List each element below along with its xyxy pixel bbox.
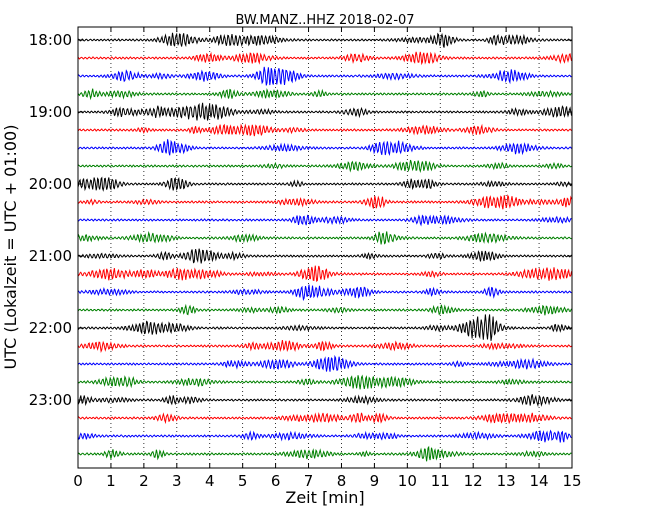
x-tick-label: 3: [172, 472, 182, 490]
seismic-trace: [77, 394, 572, 408]
y-axis-label: UTC (Lokalzeit = UTC + 01:00): [1, 125, 20, 370]
x-tick-label: 8: [337, 472, 347, 490]
seismic-trace: [77, 340, 572, 353]
seismic-trace: [77, 51, 572, 66]
chart-title: BW.MANZ..HHZ 2018-02-07: [235, 13, 414, 28]
seismic-trace: [77, 411, 572, 425]
vertical-grid: [110, 27, 540, 468]
seismic-trace: [77, 303, 572, 316]
seismic-trace: [77, 445, 572, 462]
x-tick-label: 11: [431, 472, 450, 490]
x-axis-label: Zeit [min]: [285, 488, 364, 507]
y-tick-label: 20:00: [29, 175, 72, 193]
x-tick-label: 15: [562, 472, 581, 490]
seismic-trace: [77, 230, 572, 245]
x-axis: 0 1 2 3 4 5 6 7 8 9 10 11 12 13 14 15: [73, 27, 582, 490]
x-tick-label: 6: [271, 472, 281, 490]
y-axis: 18:00 19:00 20:00 21:00 22:00 23:00: [29, 31, 572, 409]
seismic-trace: [77, 354, 572, 372]
x-tick-label: 0: [73, 472, 83, 490]
seismic-trace: [77, 374, 572, 390]
seismic-trace: [77, 248, 572, 264]
y-tick-label: 23:00: [29, 391, 72, 409]
seismic-trace: [77, 102, 572, 121]
trace-group: [77, 32, 572, 462]
seismic-trace: [77, 214, 572, 227]
x-tick-label: 10: [398, 472, 417, 490]
y-tick-label: 19:00: [29, 103, 72, 121]
seismic-trace: [77, 314, 572, 341]
y-tick-label: 21:00: [29, 247, 72, 265]
seismic-trace: [77, 123, 572, 137]
plot-frame: [77, 26, 573, 469]
x-tick-label: 13: [497, 472, 516, 490]
seismic-trace: [77, 429, 572, 443]
x-tick-label: 2: [139, 472, 149, 490]
seismic-trace: [77, 176, 572, 192]
x-tick-label: 1: [106, 472, 116, 490]
seismic-trace: [77, 159, 572, 173]
y-tick-label: 18:00: [29, 31, 72, 49]
seismic-trace: [77, 88, 572, 101]
seismic-trace: [77, 66, 572, 86]
seismic-trace: [77, 32, 572, 48]
x-tick-label: 7: [304, 472, 314, 490]
x-tick-label: 9: [370, 472, 380, 490]
seismic-trace: [77, 284, 572, 302]
y-tick-label: 22:00: [29, 319, 72, 337]
seismic-trace: [77, 139, 572, 156]
x-tick-label: 12: [464, 472, 483, 490]
x-tick-label: 5: [238, 472, 248, 490]
x-tick-label: 14: [530, 472, 549, 490]
seismic-trace: [77, 265, 572, 283]
x-tick-label: 4: [205, 472, 215, 490]
seismic-trace: [77, 194, 572, 210]
